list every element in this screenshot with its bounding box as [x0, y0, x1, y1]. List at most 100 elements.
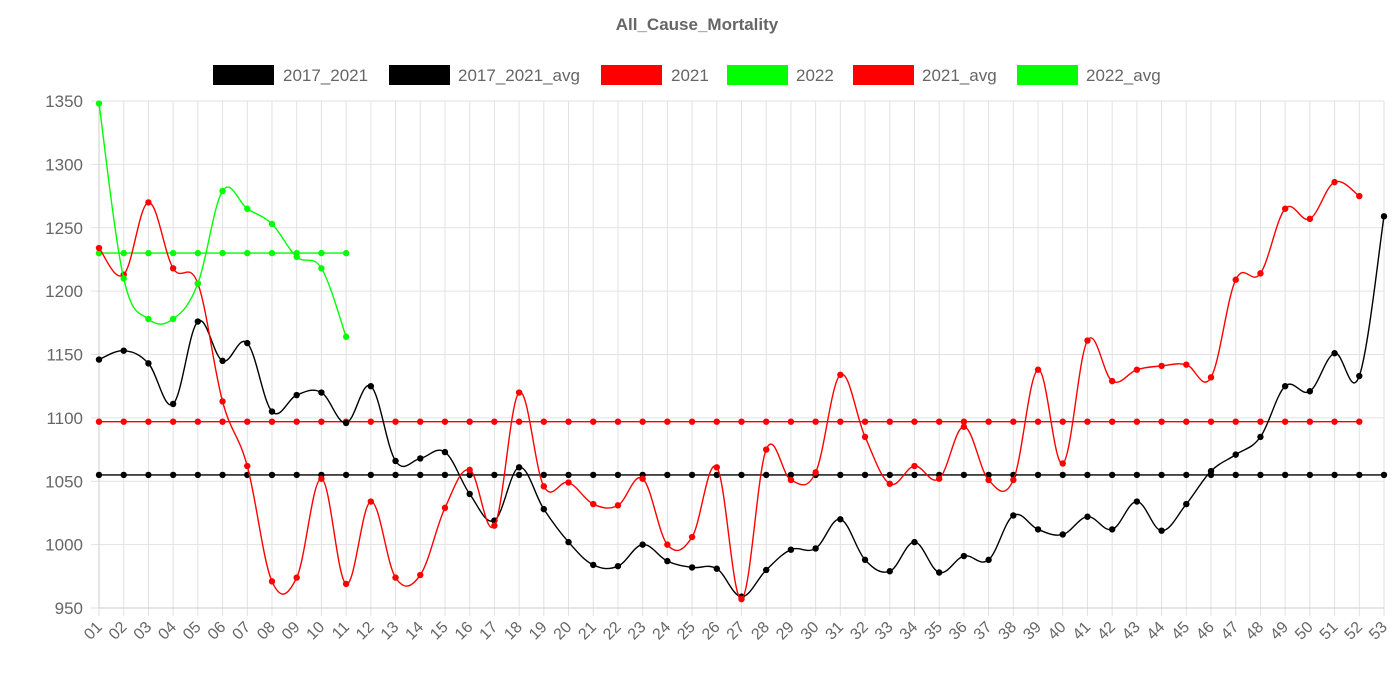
data-point-2017_2021[interactable]: [1158, 527, 1165, 534]
data-point-2021[interactable]: [911, 462, 918, 470]
data-point-2021_avg[interactable]: [120, 418, 127, 425]
data-point-2021[interactable]: [95, 244, 103, 252]
data-point-2017_2021[interactable]: [787, 546, 795, 553]
data-point-2021[interactable]: [664, 541, 671, 548]
data-point-2017_2021[interactable]: [1356, 372, 1363, 380]
data-point-2021[interactable]: [1108, 377, 1116, 385]
data-point-2021_avg[interactable]: [1281, 418, 1289, 425]
data-point-2017_2021_avg[interactable]: [466, 471, 473, 479]
data-point-2021[interactable]: [540, 483, 548, 490]
data-point-2021_avg[interactable]: [911, 418, 918, 425]
data-point-2017_2021_avg[interactable]: [1158, 471, 1165, 479]
data-point-2021_avg[interactable]: [935, 418, 943, 425]
data-point-2017_2021[interactable]: [614, 562, 622, 570]
data-point-2022[interactable]: [194, 280, 202, 287]
data-point-2021_avg[interactable]: [688, 418, 696, 425]
data-point-2017_2021_avg[interactable]: [614, 471, 622, 479]
data-point-2017_2021_avg[interactable]: [664, 471, 671, 479]
data-point-2021[interactable]: [1356, 192, 1363, 200]
data-point-2017_2021_avg[interactable]: [491, 471, 498, 479]
data-point-2017_2021_avg[interactable]: [1183, 471, 1190, 479]
data-point-2021_avg[interactable]: [1034, 418, 1042, 425]
data-point-2017_2021_avg[interactable]: [515, 471, 523, 479]
data-point-2021[interactable]: [935, 475, 943, 482]
data-point-2017_2021_avg[interactable]: [911, 471, 918, 479]
data-point-2017_2021_avg[interactable]: [293, 471, 300, 479]
data-point-2021_avg[interactable]: [1257, 418, 1264, 425]
data-point-2017_2021[interactable]: [244, 339, 251, 347]
data-point-2017_2021[interactable]: [1281, 382, 1289, 390]
data-point-2017_2021_avg[interactable]: [763, 471, 770, 479]
data-point-2017_2021_avg[interactable]: [1034, 471, 1042, 479]
data-point-2017_2021[interactable]: [590, 561, 597, 569]
data-point-2017_2021_avg[interactable]: [392, 471, 399, 479]
data-point-2021[interactable]: [688, 533, 696, 541]
data-point-2017_2021[interactable]: [1331, 350, 1338, 357]
data-point-2021[interactable]: [861, 433, 869, 441]
data-point-2017_2021[interactable]: [318, 389, 325, 396]
data-point-2021_avg[interactable]: [441, 418, 449, 425]
data-point-2021[interactable]: [1158, 362, 1165, 370]
data-point-2021[interactable]: [1331, 178, 1338, 186]
data-point-2021[interactable]: [244, 462, 251, 470]
data-point-2017_2021[interactable]: [664, 557, 671, 565]
data-point-2021_avg[interactable]: [614, 418, 622, 425]
data-point-2022_avg[interactable]: [219, 249, 226, 257]
data-point-2017_2021[interactable]: [120, 347, 127, 354]
data-point-2017_2021_avg[interactable]: [1133, 471, 1141, 479]
data-point-2021[interactable]: [985, 476, 992, 484]
data-point-2017_2021[interactable]: [837, 516, 844, 523]
data-point-2021[interactable]: [1084, 337, 1091, 344]
data-point-2022[interactable]: [342, 333, 350, 340]
data-point-2017_2021[interactable]: [935, 569, 943, 576]
data-point-2017_2021[interactable]: [1207, 467, 1215, 475]
data-point-2021[interactable]: [367, 498, 375, 505]
data-point-2021_avg[interactable]: [1084, 418, 1091, 425]
data-point-2017_2021[interactable]: [763, 566, 770, 574]
data-point-2021[interactable]: [1010, 476, 1017, 484]
data-point-2021[interactable]: [219, 398, 226, 405]
data-point-2017_2021_avg[interactable]: [417, 471, 424, 479]
data-point-2022_avg[interactable]: [318, 249, 325, 257]
data-point-2021_avg[interactable]: [565, 418, 572, 425]
data-point-2017_2021[interactable]: [1380, 213, 1388, 220]
data-point-2021[interactable]: [318, 475, 325, 482]
data-point-2017_2021[interactable]: [812, 545, 819, 552]
data-point-2017_2021[interactable]: [886, 568, 893, 575]
data-point-2017_2021[interactable]: [540, 505, 548, 513]
data-point-2022[interactable]: [293, 253, 300, 261]
data-point-2021[interactable]: [1306, 215, 1314, 223]
data-point-2017_2021[interactable]: [985, 556, 992, 564]
data-point-2021[interactable]: [268, 578, 276, 585]
data-point-2017_2021_avg[interactable]: [1380, 471, 1388, 479]
data-point-2021[interactable]: [639, 475, 646, 482]
legend-item-2022[interactable]: 2022: [727, 65, 834, 85]
data-point-2022_avg[interactable]: [244, 249, 251, 257]
data-point-2022[interactable]: [120, 275, 127, 282]
data-point-2021[interactable]: [960, 423, 968, 430]
data-point-2017_2021[interactable]: [194, 318, 202, 325]
data-point-2021[interactable]: [886, 480, 893, 487]
data-point-2021[interactable]: [1207, 374, 1215, 381]
data-point-2021_avg[interactable]: [540, 418, 548, 425]
data-point-2021[interactable]: [1183, 361, 1190, 368]
data-point-2017_2021[interactable]: [713, 565, 720, 572]
data-point-2021[interactable]: [466, 466, 473, 474]
data-point-2017_2021_avg[interactable]: [837, 471, 844, 479]
data-point-2017_2021_avg[interactable]: [342, 471, 350, 479]
data-point-2021[interactable]: [614, 502, 622, 509]
data-point-2021_avg[interactable]: [169, 418, 177, 425]
data-point-2017_2021[interactable]: [1108, 526, 1116, 533]
data-point-2017_2021[interactable]: [688, 564, 696, 571]
data-point-2021_avg[interactable]: [787, 418, 795, 425]
data-point-2021[interactable]: [763, 446, 770, 453]
data-point-2017_2021[interactable]: [219, 357, 226, 365]
data-point-2021[interactable]: [1281, 205, 1289, 212]
data-point-2021_avg[interactable]: [268, 418, 276, 425]
data-point-2017_2021[interactable]: [392, 457, 399, 465]
data-point-2021_avg[interactable]: [713, 418, 720, 425]
data-point-2022_avg[interactable]: [120, 249, 127, 257]
data-point-2021_avg[interactable]: [417, 418, 424, 425]
data-point-2017_2021_avg[interactable]: [1108, 471, 1116, 479]
data-point-2021_avg[interactable]: [1133, 418, 1141, 425]
